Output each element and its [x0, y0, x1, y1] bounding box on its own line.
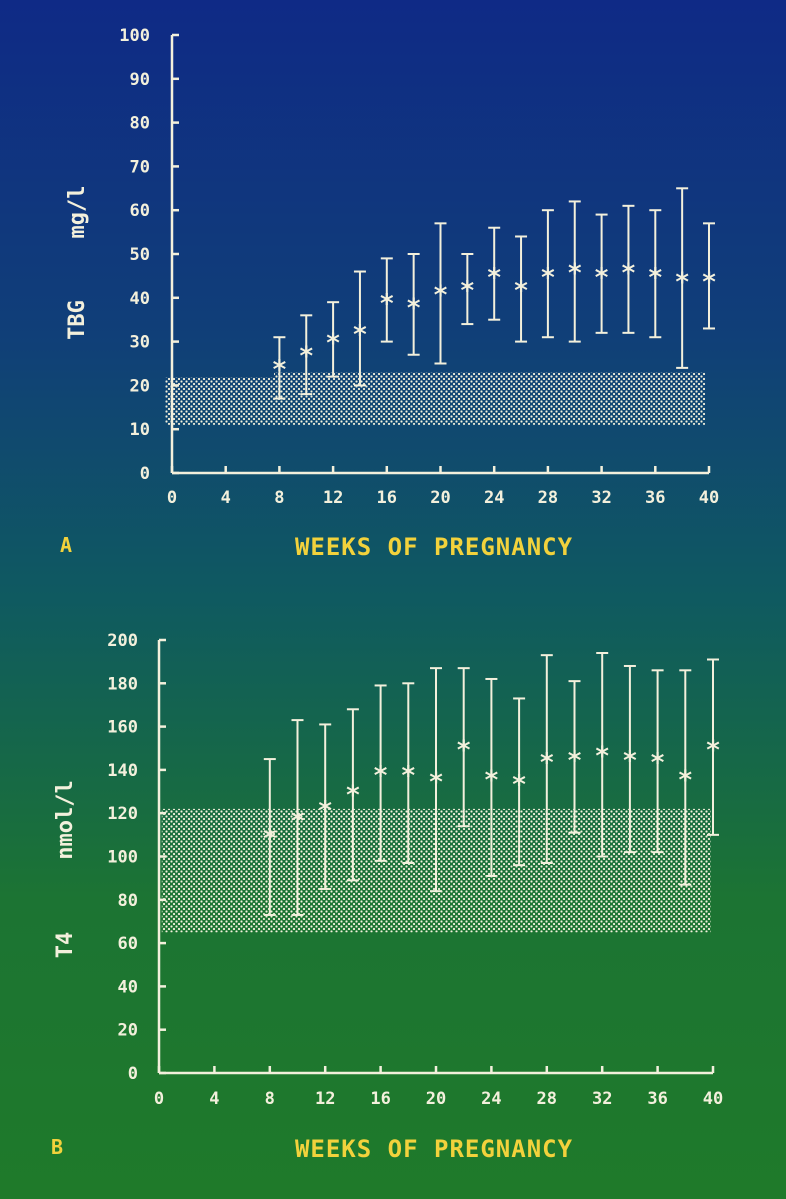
data-point-marker: *	[702, 267, 716, 297]
data-point-marker: *	[273, 355, 287, 385]
x-tick-label: 20	[426, 1089, 446, 1109]
y-tick-label: 100	[107, 848, 138, 868]
data-point-marker: *	[401, 761, 415, 791]
data-point-marker: *	[678, 766, 692, 796]
y-tick-label: 20	[118, 1021, 138, 1041]
y-tick-label: 120	[107, 804, 138, 824]
data-point-marker: *	[622, 259, 636, 289]
data-point-marker: *	[434, 280, 448, 310]
panel-label: B	[51, 1135, 63, 1159]
data-point-marker: *	[651, 748, 665, 778]
x-tick-label: 0	[167, 488, 177, 508]
y-tick-label: 180	[107, 674, 138, 694]
x-tick-label: 16	[370, 1089, 390, 1109]
chart-panel-b: 0 20 40 60 80 100 120 140 160 180 200 0 4 8 12 16 20 24 28…	[51, 631, 723, 1163]
data-point-marker: *	[380, 289, 394, 319]
y-tick-label: 100	[119, 26, 150, 46]
data-point-marker: *	[318, 796, 332, 826]
panel-label: A	[60, 533, 72, 557]
reference-range-band-left	[165, 377, 275, 425]
x-tick-label: 32	[592, 1089, 612, 1109]
data-point-marker: *	[461, 276, 475, 306]
x-tick-label: 8	[274, 488, 284, 508]
x-tick-label: 0	[154, 1089, 164, 1109]
data-point-marker: *	[568, 259, 582, 289]
x-tick-label: 4	[221, 488, 231, 508]
data-point-marker: *	[485, 766, 499, 796]
data-point-marker: *	[706, 735, 720, 765]
data-point-marker: *	[595, 742, 609, 772]
y-tick-label: 60	[118, 934, 138, 954]
y-tick-label: 40	[118, 977, 138, 997]
x-tick-label: 20	[430, 488, 450, 508]
y-tick-label: 30	[130, 333, 150, 353]
data-point-marker: *	[512, 770, 526, 800]
data-point-marker: *	[648, 263, 662, 293]
y-tick-label: 60	[130, 201, 150, 221]
x-tick-label: 12	[323, 488, 343, 508]
data-point-marker: *	[457, 735, 471, 765]
x-axis-label: WEEKS OF PREGNANCY	[295, 533, 573, 561]
x-tick-label: 40	[703, 1089, 723, 1109]
y-tick-label: 160	[107, 718, 138, 738]
data-point-marker: *	[291, 807, 305, 837]
y-tick-label: 10	[130, 420, 150, 440]
x-tick-label: 28	[538, 488, 558, 508]
x-tick-label: 24	[484, 488, 504, 508]
y-tick-label: 50	[130, 245, 150, 265]
y-axis-label: TBG	[65, 300, 90, 340]
y-axis-label: T4	[53, 932, 78, 959]
data-point-marker: *	[568, 746, 582, 776]
data-point-marker: *	[326, 329, 340, 359]
x-tick-label: 36	[647, 1089, 667, 1109]
data-point-marker: *	[263, 824, 277, 854]
data-point-marker: *	[541, 263, 555, 293]
x-tick-label: 36	[645, 488, 665, 508]
x-tick-label: 8	[265, 1089, 275, 1109]
x-tick-label: 16	[377, 488, 397, 508]
reference-range-band	[264, 808, 711, 933]
data-point-marker: *	[346, 781, 360, 811]
data-point-marker: *	[540, 748, 554, 778]
x-tick-label: 28	[537, 1089, 557, 1109]
y-tick-label: 80	[130, 114, 150, 134]
reference-range-band-left	[161, 808, 265, 933]
data-point-marker: *	[595, 263, 609, 293]
y-tick-label: 200	[107, 631, 138, 651]
y-tick-label: 140	[107, 761, 138, 781]
data-point-marker: *	[429, 768, 443, 798]
y-tick-label: 0	[140, 464, 150, 484]
data-point-marker: *	[407, 294, 421, 324]
x-tick-label: 40	[699, 488, 719, 508]
y-tick-label: 70	[130, 157, 150, 177]
data-point-marker: *	[487, 263, 501, 293]
y-tick-label: 0	[128, 1064, 138, 1084]
data-point-marker: *	[353, 320, 367, 350]
y-axis-unit-label: mg/l	[65, 186, 90, 239]
data-point-marker: *	[623, 746, 637, 776]
y-tick-label: 20	[130, 376, 150, 396]
data-point-marker: *	[675, 267, 689, 297]
y-tick-label: 40	[130, 289, 150, 309]
y-axis-unit-label: nmol/l	[53, 780, 78, 859]
data-point-marker: *	[299, 342, 313, 372]
y-tick-label: 90	[130, 70, 150, 90]
x-tick-label: 4	[209, 1089, 219, 1109]
x-axis-label: WEEKS OF PREGNANCY	[295, 1135, 573, 1163]
data-point-marker: *	[514, 276, 528, 306]
y-tick-label: 80	[118, 891, 138, 911]
x-tick-label: 32	[591, 488, 611, 508]
x-tick-label: 12	[315, 1089, 335, 1109]
reference-range-band	[274, 372, 705, 425]
x-tick-label: 24	[481, 1089, 501, 1109]
data-point-marker: *	[374, 761, 388, 791]
chart-panel-a: 0 10 20 30 40 50 60 70 80 90 100 0 4 8 12 16 20 24 28 32 36 4…	[60, 26, 719, 561]
